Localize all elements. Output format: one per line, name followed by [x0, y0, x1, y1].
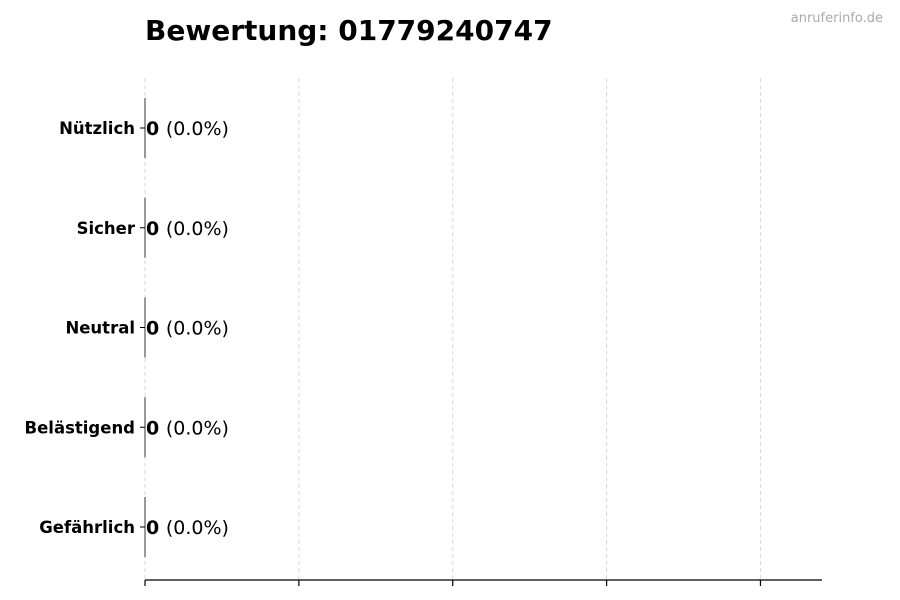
data-label-percent: (0.0%) — [166, 218, 229, 240]
data-label-count: 0 — [146, 517, 166, 539]
data-label-count: 0 — [146, 118, 166, 140]
data-label-percent: (0.0%) — [166, 318, 229, 340]
data-label-percent: (0.0%) — [166, 417, 229, 439]
data-label: 0 (0.0%) — [146, 517, 229, 539]
y-tick-label: Sicher — [77, 219, 136, 238]
data-label: 0 (0.0%) — [146, 218, 229, 240]
data-label-count: 0 — [146, 218, 166, 240]
y-tick-label: Nützlich — [59, 119, 135, 138]
y-tick-label: Neutral — [65, 319, 135, 338]
data-label-percent: (0.0%) — [166, 118, 229, 140]
data-label-percent: (0.0%) — [166, 517, 229, 539]
data-label-count: 0 — [146, 318, 166, 340]
y-tick-label: Belästigend — [25, 418, 135, 437]
data-label: 0 (0.0%) — [146, 417, 229, 439]
data-label-count: 0 — [146, 417, 166, 439]
chart-title: Bewertung: 01779240747 — [145, 14, 553, 47]
data-label: 0 (0.0%) — [146, 318, 229, 340]
watermark: anruferinfo.de — [791, 11, 883, 26]
y-tick-label: Gefährlich — [39, 518, 135, 537]
data-label: 0 (0.0%) — [146, 118, 229, 140]
